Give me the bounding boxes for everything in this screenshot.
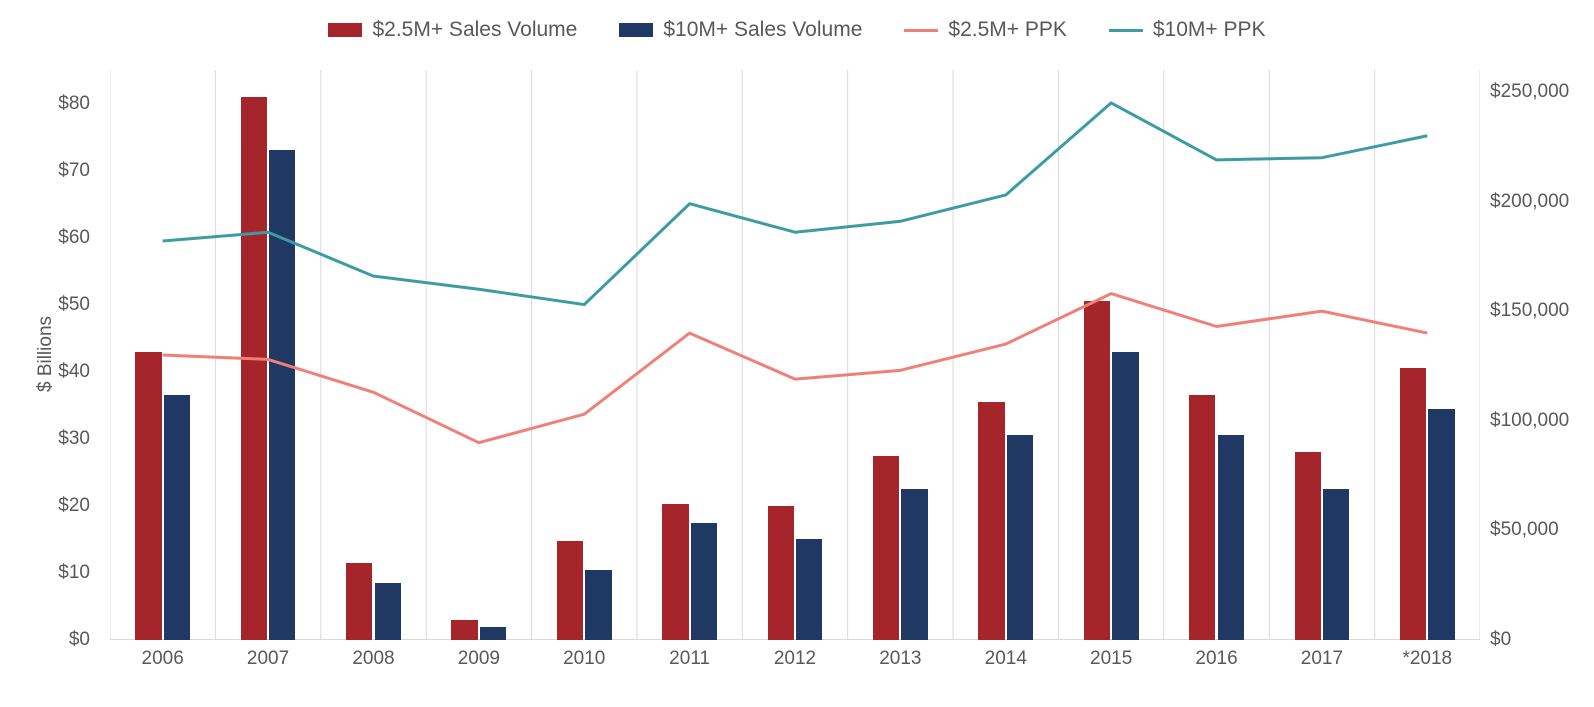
y2-tick-label: $50,000 [1490,519,1594,541]
x-tick-label: 2007 [247,648,289,670]
x-axis-ticks: 2006 2007 2008 2009 2010 2011 2012 2013 2014 2015… [110,648,1480,678]
lines-layer [110,70,1480,640]
legend: $2.5M+ Sales Volume $10M+ Sales Volume $… [0,18,1594,42]
x-tick-label: 2009 [458,648,500,670]
x-tick-label: 2013 [879,648,921,670]
legend-label-bar2: $10M+ Sales Volume [663,18,862,42]
y2-axis-ticks: $0$50,000$100,000$150,000$200,000$250,00… [1484,70,1594,640]
legend-swatch-bar1 [328,23,362,37]
y1-axis-ticks: $0$10$20$30$40$50$60$70$80 [0,70,100,640]
plot-area [110,70,1480,640]
y1-tick-label: $50 [0,294,90,316]
legend-swatch-bar2 [619,23,653,37]
legend-item-bar2: $10M+ Sales Volume [619,18,862,42]
line-line2 [163,103,1428,305]
x-tick-label: 2014 [985,648,1027,670]
x-tick-label: 2010 [563,648,605,670]
legend-item-line1: $2.5M+ PPK [904,18,1066,42]
x-tick-label: 2017 [1301,648,1343,670]
x-tick-label: 2015 [1090,648,1132,670]
legend-swatch-line2 [1109,29,1143,32]
y1-tick-label: $60 [0,227,90,249]
y1-tick-label: $0 [0,629,90,651]
x-tick-label: 2016 [1195,648,1237,670]
legend-label-bar1: $2.5M+ Sales Volume [372,18,577,42]
y2-tick-label: $200,000 [1490,191,1594,213]
y1-tick-label: $10 [0,562,90,584]
x-tick-label: 2006 [142,648,184,670]
x-tick-label: 2008 [352,648,394,670]
y2-tick-label: $0 [1490,629,1594,651]
legend-label-line1: $2.5M+ PPK [948,18,1066,42]
y1-tick-label: $80 [0,93,90,115]
y1-tick-label: $30 [0,428,90,450]
legend-item-bar1: $2.5M+ Sales Volume [328,18,577,42]
sales-volume-ppk-chart: $2.5M+ Sales Volume $10M+ Sales Volume $… [0,0,1594,707]
line-line1 [163,294,1428,443]
y1-tick-label: $70 [0,160,90,182]
legend-label-line2: $10M+ PPK [1153,18,1266,42]
y2-tick-label: $100,000 [1490,410,1594,432]
y1-tick-label: $20 [0,495,90,517]
x-tick-label: 2012 [774,648,816,670]
legend-item-line2: $10M+ PPK [1109,18,1266,42]
x-tick-label: *2018 [1402,648,1452,670]
x-tick-label: 2011 [669,648,710,670]
y1-tick-label: $40 [0,361,90,383]
legend-swatch-line1 [904,29,938,32]
y2-tick-label: $250,000 [1490,81,1594,103]
y2-tick-label: $150,000 [1490,300,1594,322]
